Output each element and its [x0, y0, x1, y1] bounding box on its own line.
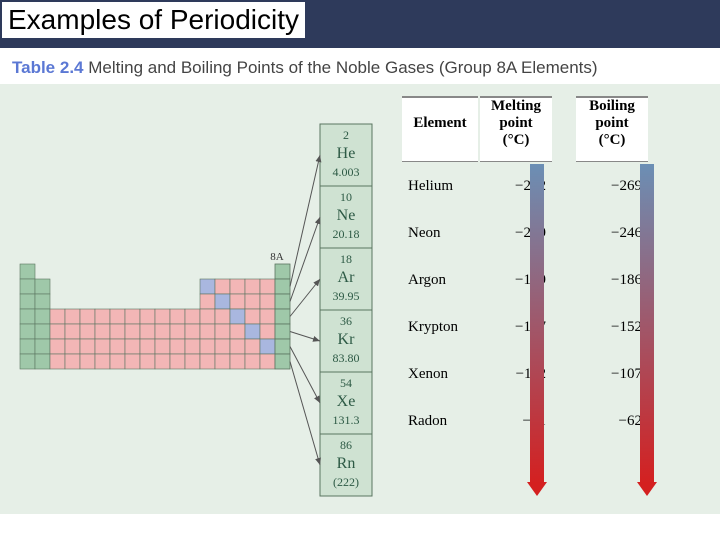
arrowhead-icon	[637, 482, 657, 496]
svg-text:10: 10	[340, 190, 352, 204]
cell-name: Radon	[402, 399, 478, 444]
col-element: Element	[402, 96, 478, 162]
arrowhead-icon	[527, 482, 547, 496]
table-description: Melting and Boiling Points of the Noble …	[88, 58, 597, 77]
slide-header: Examples of Periodicity	[0, 0, 720, 48]
cell-bp: −269	[576, 164, 648, 209]
group-label: 8A	[270, 251, 284, 263]
gradient-bar-boiling	[640, 164, 654, 484]
slide-title: Examples of Periodicity	[2, 2, 305, 38]
cell-name: Argon	[402, 258, 478, 303]
svg-text:(222): (222)	[333, 475, 359, 489]
col-melting: Melting point (°C)	[480, 96, 552, 162]
table-row: Xenon −112 −107	[402, 352, 648, 397]
svg-text:Rn: Rn	[337, 455, 356, 472]
content-area: 2 He 4.003 10 Ne 20.18 18 Ar 39.95 36 Kr 83.80 54 Xe 1…	[0, 84, 720, 514]
svg-text:2: 2	[343, 128, 349, 142]
data-table: Element Melting point (°C) Boiling point…	[400, 94, 650, 446]
cell-name: Xenon	[402, 352, 478, 397]
svg-text:54: 54	[340, 376, 352, 390]
table-row: Radon −71 −62	[402, 399, 648, 444]
svg-text:36: 36	[340, 314, 352, 328]
cell-name: Krypton	[402, 305, 478, 350]
gradient-bar-melting	[530, 164, 544, 484]
cell-bp: −62	[576, 399, 648, 444]
svg-text:20.18: 20.18	[333, 227, 360, 241]
svg-text:83.80: 83.80	[333, 351, 360, 365]
svg-text:Ne: Ne	[337, 207, 356, 224]
col-boiling: Boiling point (°C)	[576, 96, 648, 162]
cell-name: Neon	[402, 211, 478, 256]
table-row: Neon −249 −246	[402, 211, 648, 256]
svg-text:Kr: Kr	[338, 331, 356, 348]
svg-text:Ar: Ar	[338, 269, 356, 286]
cell-bp: −107	[576, 352, 648, 397]
table-caption: Table 2.4 Melting and Boiling Points of …	[0, 48, 720, 84]
svg-text:He: He	[337, 145, 356, 162]
svg-text:18: 18	[340, 252, 352, 266]
svg-text:4.003: 4.003	[333, 165, 360, 179]
svg-text:Xe: Xe	[337, 393, 356, 410]
table-number: Table 2.4	[12, 58, 84, 77]
svg-text:39.95: 39.95	[333, 289, 360, 303]
svg-text:86: 86	[340, 438, 352, 452]
cell-bp: −152	[576, 305, 648, 350]
table-row: Krypton −157 −152	[402, 305, 648, 350]
cell-bp: −246	[576, 211, 648, 256]
svg-text:131.3: 131.3	[333, 413, 360, 427]
table-row: Helium −272 −269	[402, 164, 648, 209]
cell-bp: −186	[576, 258, 648, 303]
cell-name: Helium	[402, 164, 478, 209]
table-row: Argon −189 −186	[402, 258, 648, 303]
